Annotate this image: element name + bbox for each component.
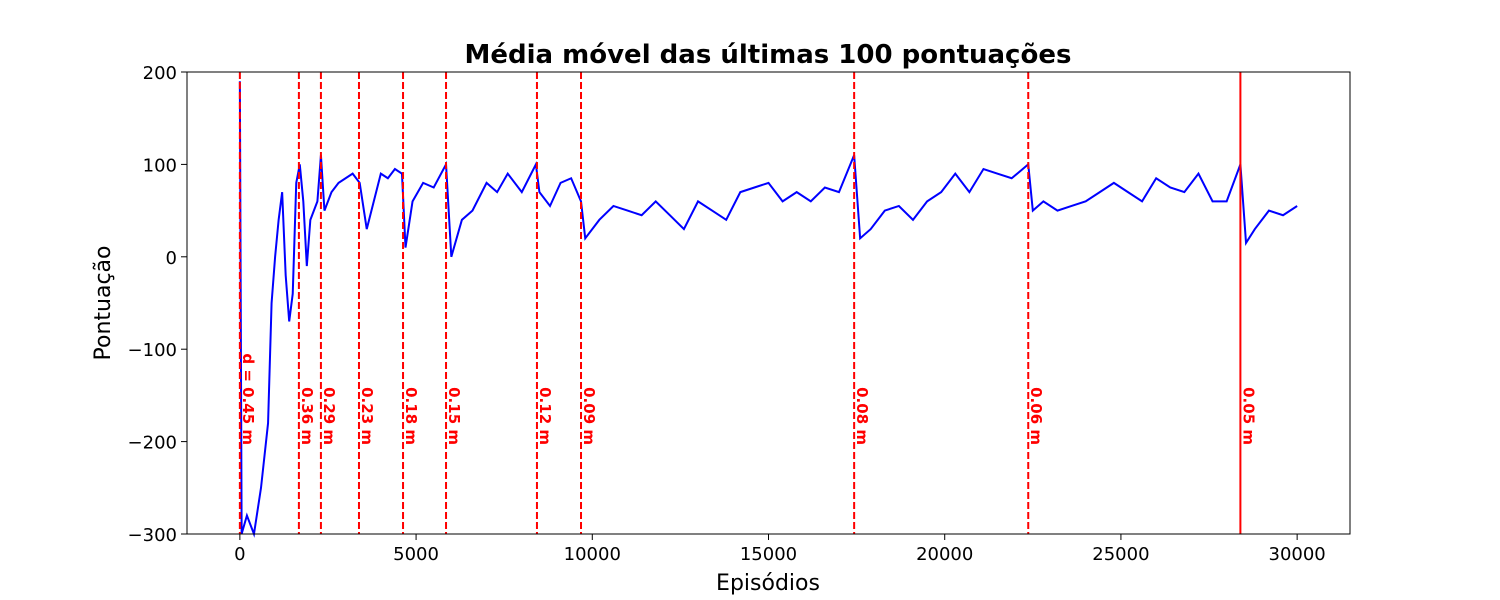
y-tick-label: −100: [128, 340, 177, 361]
threshold-label: 0.08 m: [853, 387, 871, 445]
threshold-label: 0.36 m: [298, 387, 316, 445]
plot-frame: [186, 71, 1351, 535]
threshold-label: 0.23 m: [358, 387, 376, 445]
y-tick-label: −300: [128, 525, 177, 546]
y-tick-label: 0: [166, 248, 177, 269]
data-line: [238, 81, 1298, 538]
threshold-label: 0.29 m: [320, 387, 338, 445]
y-tick-label: −200: [128, 433, 177, 454]
threshold-label: 0.12 m: [536, 387, 554, 445]
threshold-label: 0.18 m: [402, 387, 420, 445]
x-tick-label: 0: [234, 544, 245, 565]
x-tick-label: 25000: [1092, 544, 1149, 565]
y-tick-label: 200: [143, 63, 177, 84]
x-tick-label: 30000: [1269, 544, 1326, 565]
threshold-label: 0.06 m: [1027, 387, 1045, 445]
y-axis-label: Pontuação: [91, 246, 116, 361]
threshold-label: 0.09 m: [580, 387, 598, 445]
y-tick-label: 100: [143, 155, 177, 176]
threshold-label: 0.05 m: [1239, 387, 1257, 445]
x-tick-label: 20000: [916, 544, 973, 565]
x-tick-label: 10000: [564, 544, 621, 565]
x-tick-label: 15000: [740, 544, 797, 565]
chart-title: Média móvel das últimas 100 pontuações: [465, 40, 1072, 70]
x-tick-label: 5000: [393, 544, 439, 565]
x-axis-label: Episódios: [716, 571, 820, 596]
threshold-label: d = 0.45 m: [239, 353, 257, 445]
threshold-label: 0.15 m: [445, 387, 463, 445]
